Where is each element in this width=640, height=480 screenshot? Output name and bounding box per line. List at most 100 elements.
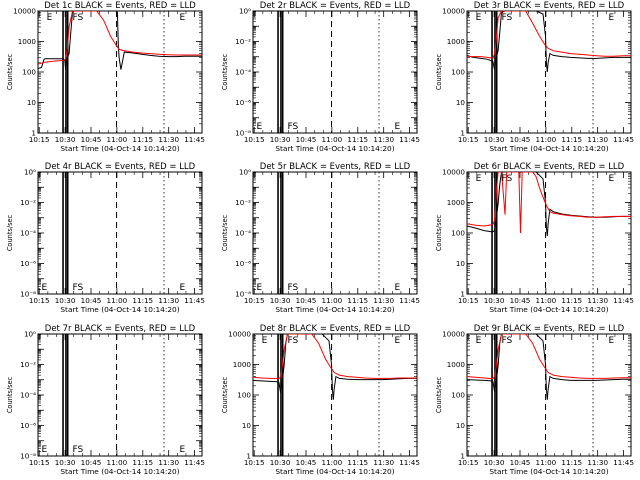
y-axis-label: Counts/sec (6, 376, 14, 413)
x-tick-label: 11:45 (613, 458, 634, 467)
y-tick-label: 10 (27, 98, 37, 107)
y-tick-label: 10⁻² (235, 198, 251, 207)
y-tick-label: 10⁻⁸ (235, 290, 251, 299)
x-axis-label: Start Time (04-Oct-14 10:14:20) (275, 467, 394, 476)
black-events-series (467, 11, 631, 73)
x-tick-label: 10:15 (458, 458, 479, 467)
event-marker-label: E (41, 445, 47, 455)
x-tick-label: 11:30 (587, 296, 608, 305)
event-marker-label: E (395, 122, 401, 132)
y-axis-label: Counts/sec (435, 214, 443, 251)
chart-panel: Det 2r BLACK = Events, RED = LLD 10⁻⁸ 10⁻⁶… (221, 1, 420, 153)
x-tick-label: 10:15 (244, 296, 265, 305)
event-marker-label: E (256, 122, 262, 132)
black-events-series (467, 334, 631, 400)
y-tick-label: 10⁻⁴ (20, 391, 36, 400)
event-marker-label: E (180, 13, 186, 23)
x-tick-label: 10:30 (484, 135, 505, 144)
chart-title: Det 3r BLACK = Events, RED = LLD (474, 1, 625, 11)
x-tick-label: 11:00 (322, 296, 343, 305)
x-tick-label: 10:45 (296, 135, 317, 144)
x-tick-label: 11:45 (184, 135, 205, 144)
x-tick-label: 11:00 (322, 458, 343, 467)
event-marker-label: FS (73, 13, 84, 23)
y-axis-label: Counts/sec (435, 53, 443, 90)
x-tick-label: 11:30 (158, 458, 179, 467)
y-tick-label: 1000 (233, 360, 252, 369)
x-tick-label: 10:30 (55, 296, 76, 305)
x-tick-label: 11:00 (107, 458, 128, 467)
y-tick-label: 1 (31, 129, 36, 138)
y-tick-label: 10⁻⁶ (20, 421, 36, 430)
y-axis-label: Counts/sec (435, 376, 443, 413)
x-tick-label: 11:15 (347, 135, 368, 144)
x-tick-label: 11:45 (613, 296, 634, 305)
chart-panel: Det 9r BLACK = Events, RED = LLD 1 10 100 10… (435, 324, 634, 476)
x-tick-label: 10:45 (510, 458, 531, 467)
chart-panel: Det 4r BLACK = Events, RED = LLD 10⁻⁸ 10⁻⁶… (6, 162, 205, 314)
x-tick-label: 11:15 (561, 458, 582, 467)
y-axis-label: Counts/sec (221, 376, 229, 413)
x-axis-label: Start Time (04-Oct-14 10:14:20) (489, 144, 608, 153)
black-events-series (253, 334, 417, 400)
black-events-series (38, 11, 202, 70)
x-axis-label: Start Time (04-Oct-14 10:14:20) (489, 305, 608, 314)
y-tick-label: 10⁻⁸ (20, 290, 36, 299)
y-tick-label: 10⁻² (20, 360, 36, 369)
y-tick-label: 10⁰ (239, 168, 251, 177)
y-tick-label: 1000 (447, 360, 466, 369)
event-marker-label: E (180, 283, 186, 293)
x-tick-label: 10:15 (29, 296, 50, 305)
y-tick-label: 10⁻⁶ (235, 98, 251, 107)
x-tick-label: 10:45 (81, 296, 102, 305)
x-tick-label: 10:15 (458, 135, 479, 144)
y-tick-label: 100 (451, 229, 465, 238)
x-tick-label: 10:15 (244, 135, 265, 144)
y-tick-label: 10 (242, 421, 252, 430)
red-lld-series (38, 11, 202, 65)
x-tick-label: 11:00 (536, 458, 557, 467)
chart-panel: Det 8r BLACK = Events, RED = LLD 1 10 100 10… (221, 324, 420, 476)
x-tick-label: 11:00 (536, 296, 557, 305)
y-tick-label: 100 (451, 68, 465, 77)
y-tick-label: 10⁰ (24, 168, 36, 177)
y-tick-label: 100 (451, 391, 465, 400)
x-tick-label: 11:45 (184, 458, 205, 467)
series-group (253, 334, 417, 400)
y-tick-label: 1000 (447, 198, 466, 207)
chart-title: Det 5r BLACK = Events, RED = LLD (260, 162, 411, 172)
red-lld-series (467, 11, 631, 59)
x-tick-label: 10:15 (29, 458, 50, 467)
x-tick-label: 11:30 (373, 135, 394, 144)
x-tick-label: 10:30 (484, 296, 505, 305)
event-marker-label: FS (502, 174, 513, 184)
chart-title: Det 6r BLACK = Events, RED = LLD (474, 162, 625, 172)
x-tick-label: 10:15 (244, 458, 265, 467)
x-axis-label: Start Time (04-Oct-14 10:14:20) (275, 144, 394, 153)
red-lld-series (467, 172, 631, 234)
x-tick-label: 11:30 (158, 296, 179, 305)
x-tick-label: 10:30 (55, 135, 76, 144)
x-tick-label: 10:15 (458, 296, 479, 305)
event-marker-label: E (476, 174, 482, 184)
x-tick-label: 11:00 (536, 135, 557, 144)
y-tick-label: 1 (460, 290, 465, 299)
event-marker-label: E (476, 336, 482, 346)
chart-panel: Det 7r BLACK = Events, RED = LLD 10⁻⁸ 10⁻⁶… (6, 324, 205, 476)
x-tick-label: 11:30 (587, 458, 608, 467)
event-marker-label: FS (502, 13, 513, 23)
x-tick-label: 11:00 (107, 135, 128, 144)
x-tick-label: 11:15 (347, 296, 368, 305)
x-tick-label: 10:30 (484, 458, 505, 467)
chart-title: Det 7r BLACK = Events, RED = LLD (45, 324, 196, 334)
y-tick-label: 100 (237, 391, 251, 400)
x-tick-label: 10:30 (270, 458, 291, 467)
y-tick-label: 10⁻⁴ (235, 229, 251, 238)
x-tick-label: 11:15 (347, 458, 368, 467)
y-tick-label: 10⁻⁸ (20, 452, 36, 461)
series-group (467, 334, 631, 400)
event-marker-label: E (476, 13, 482, 23)
series-group (38, 11, 202, 70)
y-tick-label: 100 (22, 68, 36, 77)
